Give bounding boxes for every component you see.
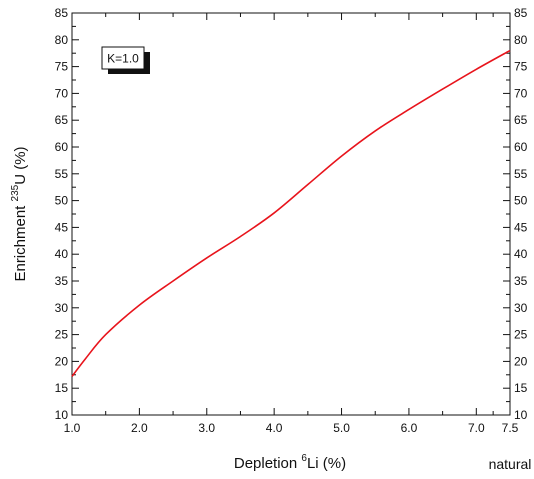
y-tick-label-right: 65 <box>514 113 528 127</box>
y-tick-label-right: 75 <box>514 60 528 74</box>
x-tick-label: 2.0 <box>131 421 148 435</box>
y-tick-label-left: 75 <box>55 60 69 74</box>
y-tick-label-left: 55 <box>55 167 69 181</box>
y-tick-label-left: 60 <box>55 140 69 154</box>
y-tick-label-left: 45 <box>55 220 69 234</box>
y-tick-label-right: 40 <box>514 247 528 261</box>
x-axis-title-post: Li (%) <box>307 455 346 472</box>
x-tick-label: 3.0 <box>198 421 215 435</box>
y-tick-label-left: 85 <box>55 6 69 20</box>
tick-marks <box>71 12 511 416</box>
x-axis-title: Depletion 6Li (%) <box>234 453 346 472</box>
y-tick-label-left: 70 <box>55 86 69 100</box>
x-tick-label: 1.0 <box>64 421 81 435</box>
legend-box: K=1.0 <box>101 46 150 74</box>
y-tick-label-left: 30 <box>55 301 69 315</box>
y-axis-title-pre: Enrichment <box>12 201 29 281</box>
tick-labels: 10 10 15 15 20 20 25 25 30 30 35 35 40 40 45 45 50 50 55 55… <box>55 6 528 435</box>
y-tick-label-left: 35 <box>55 274 69 288</box>
y-tick-label-left: 10 <box>55 408 69 422</box>
y-tick-label-right: 20 <box>514 354 528 368</box>
y-tick-label-right: 30 <box>514 301 528 315</box>
x-tick-label: 5.0 <box>333 421 350 435</box>
y-tick-label-right: 35 <box>514 274 528 288</box>
y-tick-label-left: 65 <box>55 113 69 127</box>
x-tick-label: 6.0 <box>401 421 418 435</box>
x-axis-title-sup: 6 <box>301 453 307 464</box>
y-tick-label-right: 25 <box>514 328 528 342</box>
y-tick-label-right: 10 <box>514 408 528 422</box>
legend-label: K=1.0 <box>107 52 139 66</box>
y-tick-label-right: 60 <box>514 140 528 154</box>
y-tick-label-left: 40 <box>55 247 69 261</box>
y-axis-title-sup: 235 <box>10 184 21 201</box>
x-tick-label: 7.0 <box>468 421 485 435</box>
series-layer <box>71 49 511 377</box>
y-tick-label-right: 80 <box>514 33 528 47</box>
natural-label: natural <box>489 456 532 472</box>
y-tick-label-left: 25 <box>55 328 69 342</box>
y-tick-label-left: 50 <box>55 194 69 208</box>
y-tick-label-left: 80 <box>55 33 69 47</box>
y-tick-label-right: 45 <box>514 220 528 234</box>
legend-frame <box>101 46 145 70</box>
y-axis-title-post: U (%) <box>12 146 29 184</box>
x-tick-label: 4.0 <box>266 421 283 435</box>
y-tick-label-left: 20 <box>55 354 69 368</box>
y-tick-label-right: 85 <box>514 6 528 20</box>
y-tick-label-right: 50 <box>514 194 528 208</box>
enrichment-curve <box>71 49 511 377</box>
y-axis-title: Enrichment 235U (%) <box>10 146 29 281</box>
y-tick-label-right: 15 <box>514 381 528 395</box>
y-tick-label-right: 55 <box>514 167 528 181</box>
x-tick-label: 7.5 <box>502 421 519 435</box>
x-axis-title-pre: Depletion <box>234 455 302 472</box>
y-tick-label-left: 15 <box>55 381 69 395</box>
y-tick-label-right: 70 <box>514 86 528 100</box>
